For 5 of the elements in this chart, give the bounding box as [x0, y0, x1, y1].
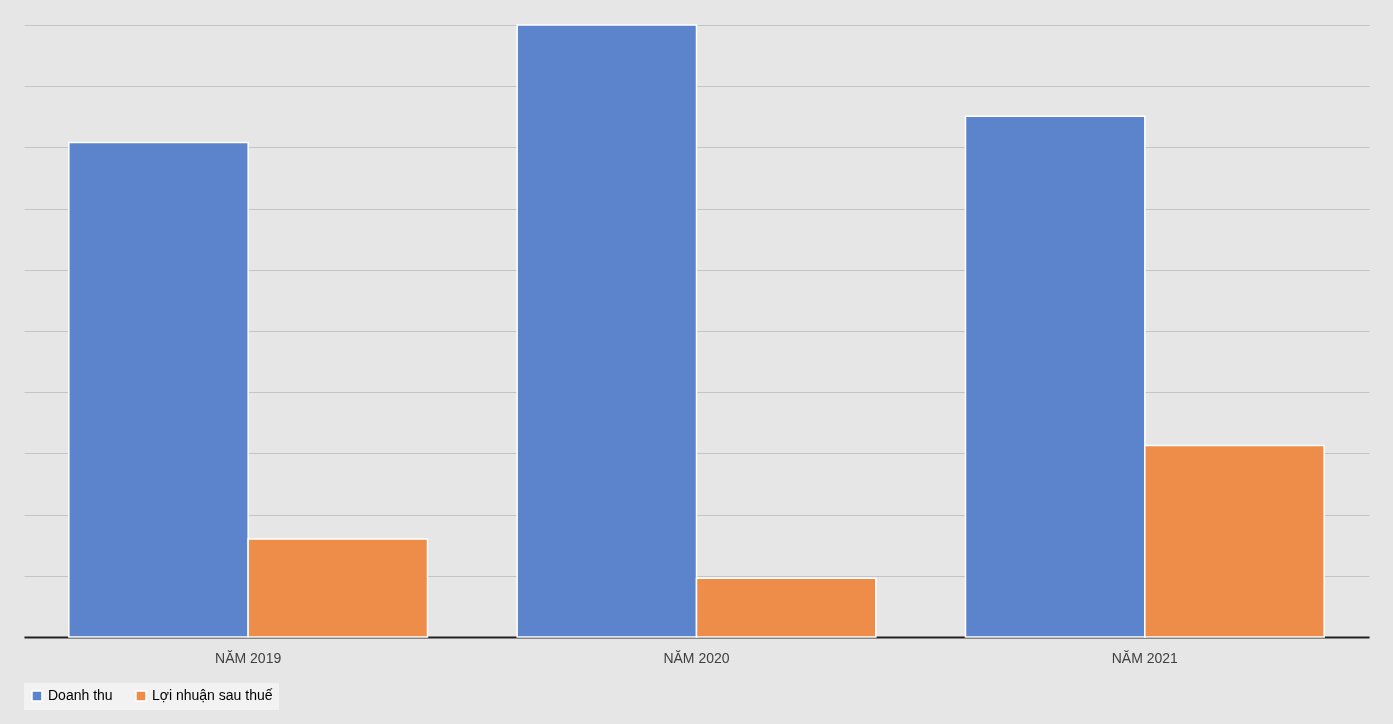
x-tick-label: NĂM 2021	[1111, 649, 1179, 666]
x-tick-label: NĂM 2019	[215, 649, 282, 666]
x-tick-label: NĂM 2020	[663, 649, 730, 666]
legend-label: Lợi nhuận sau thuế	[152, 687, 273, 703]
legend-label: Doanh thu	[48, 687, 113, 703]
